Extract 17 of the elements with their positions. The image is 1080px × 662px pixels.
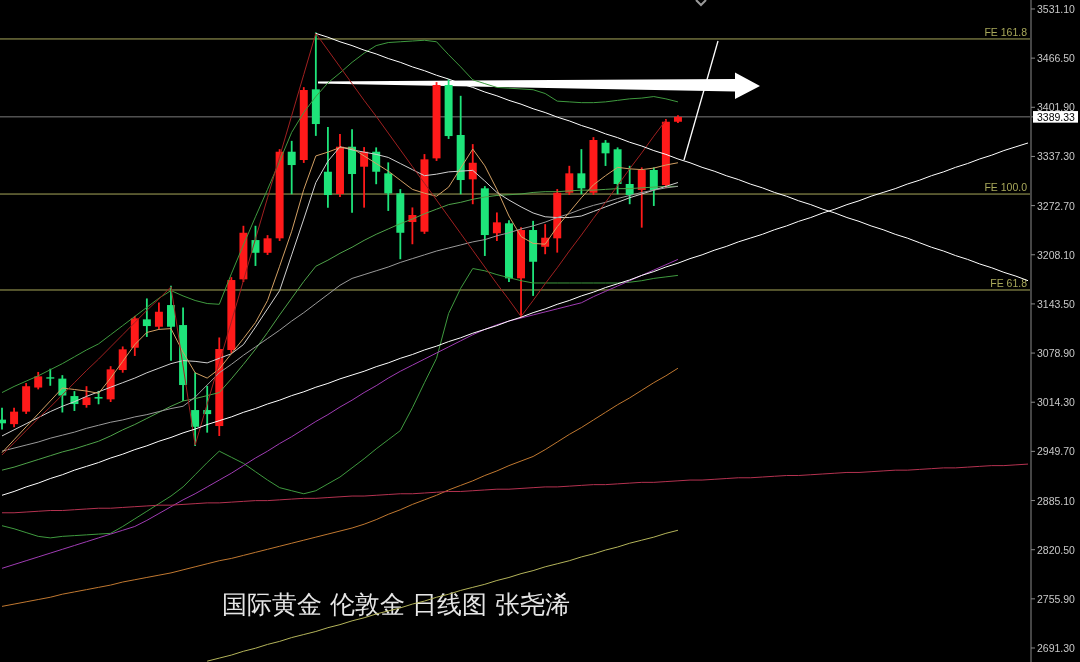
- ref-line-label: FE 61.8: [990, 276, 1028, 289]
- ref-line-label: FE 100.0: [984, 181, 1028, 194]
- y-tick-label: 3143.50: [1037, 297, 1076, 310]
- y-tick-label: 3014.30: [1037, 396, 1076, 409]
- y-tick-label: 3272.70: [1037, 199, 1076, 212]
- y-tick-label: 3531.10: [1037, 2, 1076, 15]
- text: 国际黄金 伦敦金 日线图 张尧浠: [221, 590, 571, 619]
- y-tick-label: 2949.70: [1037, 445, 1076, 458]
- y-tick-label: 3208.10: [1037, 248, 1076, 261]
- y-tick-label: 2820.50: [1037, 543, 1076, 556]
- y-tick-label: 2885.10: [1037, 494, 1076, 507]
- y-tick-label: 2691.30: [1037, 642, 1076, 654]
- y-tick-label: 3337.30: [1037, 150, 1076, 163]
- ref-line-label: FE 161.8: [984, 25, 1028, 38]
- y-tick-label: 2755.90: [1037, 592, 1076, 605]
- y-tick-label: 3078.90: [1037, 347, 1076, 360]
- y-tick-label: 3466.50: [1037, 52, 1076, 65]
